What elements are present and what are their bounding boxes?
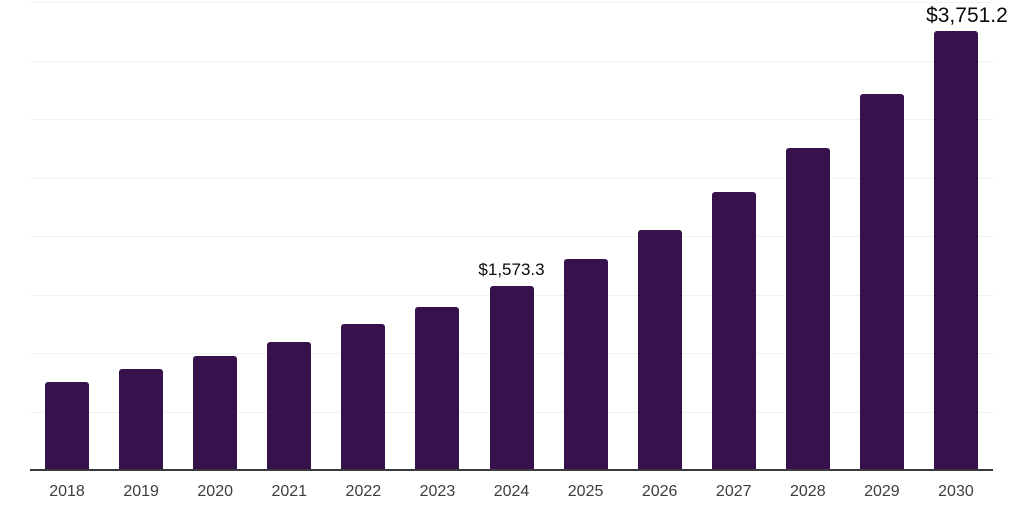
x-tick-2018: 2018 [49, 483, 85, 500]
bar-2021 [267, 341, 312, 470]
gridline [30, 119, 993, 120]
x-tick-2027: 2027 [715, 483, 752, 500]
x-tick-2020: 2020 [197, 483, 233, 500]
gridline [30, 60, 993, 62]
bar-2020 [193, 355, 238, 470]
x-tick-2025: 2025 [567, 483, 604, 500]
x-tick-2028: 2028 [790, 483, 826, 500]
x-tick-2030: 2030 [938, 483, 974, 500]
gridline [30, 2, 993, 3]
gridline [30, 236, 993, 237]
bar-2025 [563, 259, 608, 470]
x-tick-2023: 2023 [419, 483, 456, 500]
x-tick-2029: 2029 [864, 483, 900, 500]
gridline [30, 177, 993, 179]
x-tick-2022: 2022 [345, 483, 382, 500]
bar-value-label-2030: $3,751.2 [926, 4, 1008, 28]
bar-2026 [637, 229, 682, 470]
bar-2029 [859, 93, 904, 470]
x-tick-2024: 2024 [493, 483, 530, 500]
x-tick-2021: 2021 [271, 483, 308, 500]
x-tick-2026: 2026 [641, 483, 678, 500]
bar-2024 [489, 285, 534, 470]
bar-2018 [45, 382, 90, 470]
bar-2030 [933, 31, 978, 470]
bar-2027 [711, 192, 756, 470]
x-tick-2019: 2019 [123, 483, 159, 500]
x-axis-line [30, 469, 993, 471]
bar-2023 [415, 307, 460, 470]
bar-2022 [341, 323, 386, 470]
bar-value-label-2024: $1,573.3 [478, 259, 545, 279]
bar-2019 [119, 369, 164, 470]
bar-2028 [785, 148, 830, 470]
